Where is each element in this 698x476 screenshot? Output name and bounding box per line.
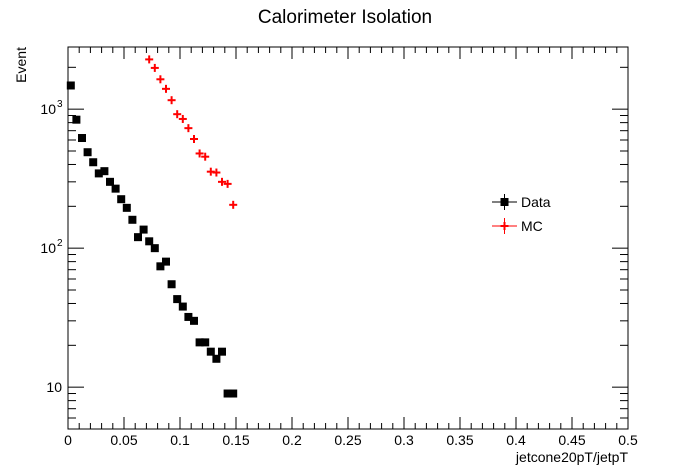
mc-point — [156, 75, 165, 84]
data-point — [178, 302, 187, 311]
data-point — [229, 389, 238, 398]
data-point — [122, 203, 131, 212]
y-axis-label: Event — [13, 47, 29, 83]
data-point — [195, 338, 204, 347]
mc-point — [178, 114, 187, 123]
legend: Data MC — [492, 194, 551, 234]
data-point — [212, 354, 221, 363]
mc-point — [229, 200, 238, 209]
data-point — [139, 225, 148, 234]
mc-point — [173, 110, 182, 119]
data-point — [106, 177, 114, 186]
x-tick-label: 0.3 — [394, 432, 414, 448]
mc-point — [150, 63, 159, 72]
mc-point — [212, 168, 221, 177]
legend-data-marker — [500, 198, 509, 206]
mc-point — [184, 124, 193, 133]
data-point — [156, 262, 165, 271]
data-point — [167, 280, 176, 289]
data-point — [173, 295, 182, 304]
data-point — [117, 195, 126, 204]
x-tick-label: 0.25 — [334, 432, 361, 448]
legend-data-label: Data — [521, 194, 551, 210]
x-tick-label: 0.45 — [558, 432, 585, 448]
mc-point — [195, 149, 204, 158]
data-point — [111, 184, 120, 193]
mc-point — [218, 177, 226, 186]
x-tick-label: 0.35 — [446, 432, 473, 448]
data-point — [201, 338, 210, 347]
data-point — [184, 312, 193, 321]
data-point — [66, 81, 75, 90]
data-point — [206, 347, 215, 356]
data-point — [162, 257, 170, 266]
data-point — [72, 115, 81, 124]
x-tick-label: 0.1 — [170, 432, 190, 448]
mc-point — [223, 179, 232, 188]
data-point — [218, 347, 226, 356]
mc-point — [162, 84, 170, 93]
x-tick-label: 0.5 — [618, 432, 638, 448]
legend-entry-data: Data — [492, 194, 551, 210]
y-tick-label: 10 — [40, 101, 56, 117]
data-point — [83, 148, 92, 157]
data-point — [100, 167, 109, 176]
x-tick-label: 0 — [64, 432, 72, 448]
mc-point — [190, 134, 198, 143]
mc-point — [145, 55, 154, 64]
legend-mc-label: MC — [521, 218, 543, 234]
series-data-markers — [66, 81, 238, 398]
x-axis-label: jetcone20pT/jetpT — [515, 449, 629, 465]
data-point — [190, 316, 198, 325]
x-axis: 0 0.05 0.1 0.15 0.2 0.25 0.3 0.35 0.4 0.45 0.5 — [64, 47, 638, 448]
mc-point — [167, 96, 176, 105]
y-tick-label: 10 — [40, 240, 56, 256]
data-point — [134, 233, 142, 242]
data-point — [145, 237, 154, 246]
data-point — [89, 158, 98, 167]
legend-entry-mc: MC — [492, 218, 543, 234]
y-tick-label: 10 — [46, 379, 62, 395]
x-tick-label: 0.05 — [110, 432, 137, 448]
series-mc-markers — [145, 55, 238, 209]
chart-title: Calorimeter Isolation — [258, 7, 432, 28]
x-tick-label: 0.2 — [282, 432, 302, 448]
data-point — [223, 389, 232, 398]
y-tick-exponent: 2 — [57, 238, 63, 249]
y-tick-exponent: 3 — [57, 99, 63, 110]
x-tick-label: 0.4 — [506, 432, 526, 448]
data-point — [128, 215, 137, 224]
mc-point — [201, 152, 210, 161]
data-point — [150, 244, 159, 253]
x-tick-label: 0.15 — [222, 432, 249, 448]
data-point — [78, 134, 86, 143]
data-point — [94, 169, 103, 178]
